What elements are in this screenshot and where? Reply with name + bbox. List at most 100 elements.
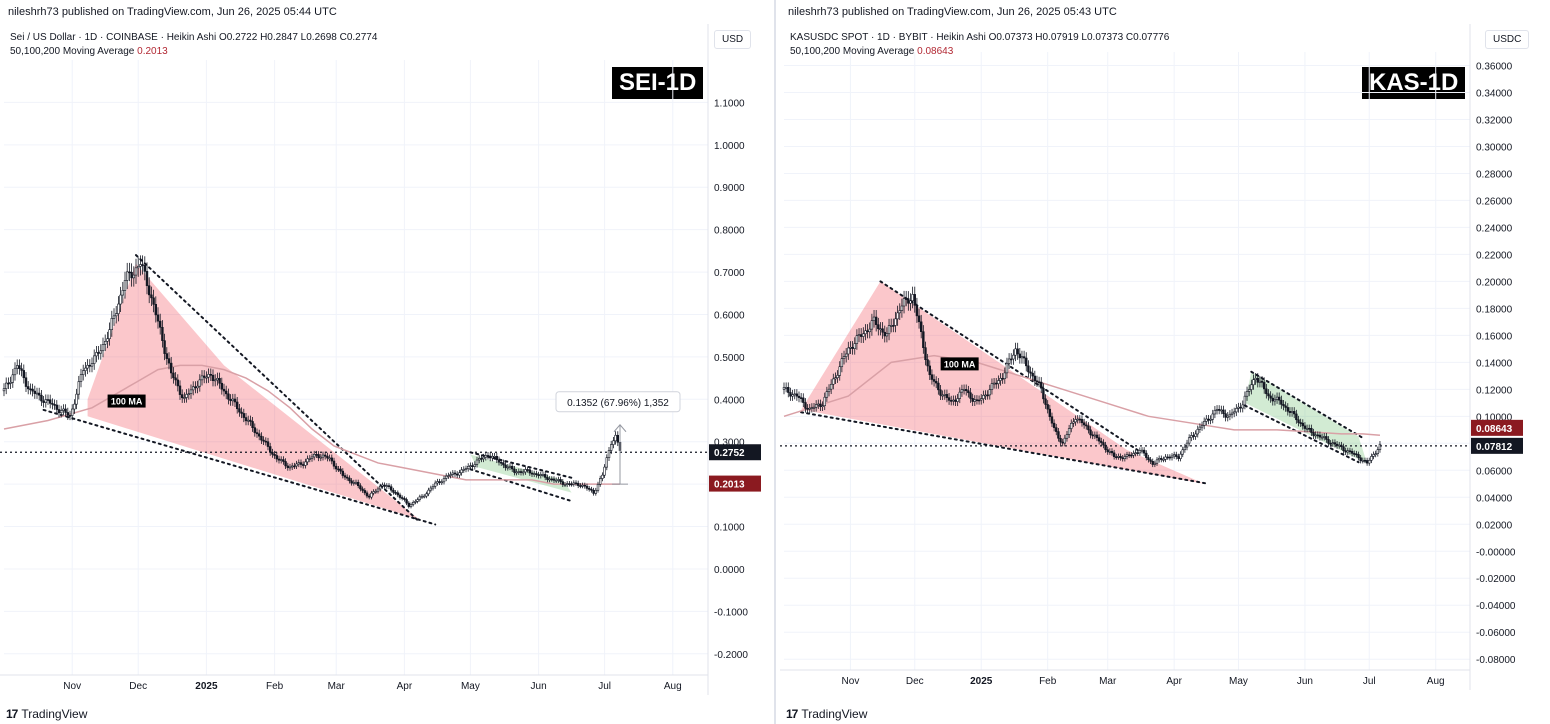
candle-body	[400, 497, 404, 499]
candle-body	[1175, 454, 1178, 457]
candle-body	[532, 473, 536, 475]
candle-body	[1299, 422, 1302, 424]
candle-body	[216, 378, 219, 381]
candle-body	[361, 488, 364, 491]
candle-body	[343, 475, 347, 478]
candle-body	[458, 472, 461, 476]
ma-price-label-box	[1471, 419, 1523, 436]
candle-body	[1136, 452, 1139, 454]
candle-body	[519, 471, 523, 473]
candle-body	[398, 494, 402, 498]
symbol-legend: KASUSDC SPOT · 1D · BYBIT · Heikin Ashi …	[790, 31, 1169, 59]
x-tick-label: Apr	[1166, 676, 1182, 687]
candle-body	[502, 462, 505, 466]
candle-body	[1245, 391, 1249, 397]
candle-body	[836, 375, 839, 379]
candle-body	[1157, 457, 1161, 461]
candle-body	[937, 382, 940, 391]
candle-body	[64, 408, 67, 413]
candle-body	[508, 465, 512, 468]
candle-body	[1378, 443, 1382, 450]
currency-button[interactable]: USDC	[1485, 30, 1530, 49]
candle-body	[1228, 413, 1232, 417]
candle-body	[497, 459, 501, 463]
candle-body	[198, 379, 201, 387]
candle-body	[1057, 431, 1060, 439]
candle-body	[590, 488, 593, 491]
candle-body	[1243, 395, 1247, 406]
candle-body	[1095, 434, 1099, 438]
candle-body	[159, 320, 162, 328]
candle-body	[321, 454, 325, 458]
candle-body	[480, 458, 483, 460]
candle-body	[356, 481, 360, 487]
y-tick-label: 0.0000	[714, 565, 745, 576]
candle-body	[576, 482, 580, 486]
candle-body	[332, 460, 336, 467]
candle-body	[79, 374, 83, 382]
kas-chart-panel[interactable]: nileshrh73 published on TradingView.com,…	[780, 0, 1550, 724]
candle-body	[986, 394, 989, 397]
x-tick-label: Aug	[664, 681, 682, 692]
candle-body	[782, 387, 786, 390]
candle-body	[482, 456, 485, 460]
candle-body	[387, 485, 391, 488]
wedge-upper-trendline	[135, 254, 419, 522]
candle-body	[1027, 365, 1030, 373]
candle-body	[900, 305, 904, 311]
candle-body	[1187, 437, 1191, 444]
currency-button[interactable]: USD	[714, 30, 752, 49]
candle-body	[436, 481, 439, 484]
candle-body	[22, 370, 25, 379]
candle-body	[904, 298, 908, 300]
candle-body	[1087, 425, 1090, 431]
candle-body	[121, 289, 125, 296]
ma-annotation: 100 MA	[111, 397, 143, 407]
candle-body	[787, 387, 790, 393]
candle-body	[546, 477, 549, 480]
candle-body	[383, 484, 386, 487]
candle-body	[396, 492, 399, 496]
y-tick-label: 0.04000	[1476, 493, 1513, 504]
candle-body	[42, 400, 45, 403]
candle-body	[1200, 425, 1204, 428]
measure-arrow-icon	[613, 423, 627, 433]
candle-body	[460, 469, 463, 474]
flag-upper-trendline	[1250, 370, 1364, 439]
candle-body	[874, 316, 878, 325]
y-tick-label: 0.1000	[714, 523, 745, 534]
sei-chart-panel[interactable]: nileshrh73 published on TradingView.com,…	[0, 0, 770, 724]
candle-body	[416, 499, 419, 502]
y-tick-label: -0.1000	[714, 607, 748, 618]
y-tick-label: 0.24000	[1476, 223, 1513, 234]
candle-body	[1226, 415, 1229, 418]
candle-body	[1042, 387, 1045, 400]
candle-body	[1192, 435, 1195, 437]
candle-body	[339, 468, 342, 472]
y-tick-label: 0.9000	[714, 183, 745, 194]
candle-body	[995, 382, 998, 385]
candle-body	[894, 318, 897, 326]
x-tick-label: Dec	[906, 676, 924, 687]
candle-body	[1185, 442, 1189, 448]
candle-body	[913, 294, 916, 306]
candle-body	[244, 417, 248, 422]
candle-body	[119, 294, 122, 305]
candle-body	[284, 461, 287, 467]
candle-body	[1001, 377, 1004, 380]
candle-body	[930, 374, 934, 380]
candle-body	[431, 486, 435, 489]
candle-body	[86, 364, 89, 369]
y-tick-label: 0.6000	[714, 310, 745, 321]
published-line: nileshrh73 published on TradingView.com,…	[788, 6, 1117, 18]
candle-body	[945, 394, 949, 398]
candle-body	[499, 461, 503, 464]
candle-body	[911, 294, 914, 302]
candle-body	[97, 352, 100, 354]
candle-body	[469, 465, 472, 467]
candle-body	[1100, 440, 1103, 443]
candle-body	[334, 465, 338, 470]
candle-body	[253, 427, 256, 433]
candle-body	[161, 327, 164, 341]
candle-body	[1046, 404, 1049, 410]
